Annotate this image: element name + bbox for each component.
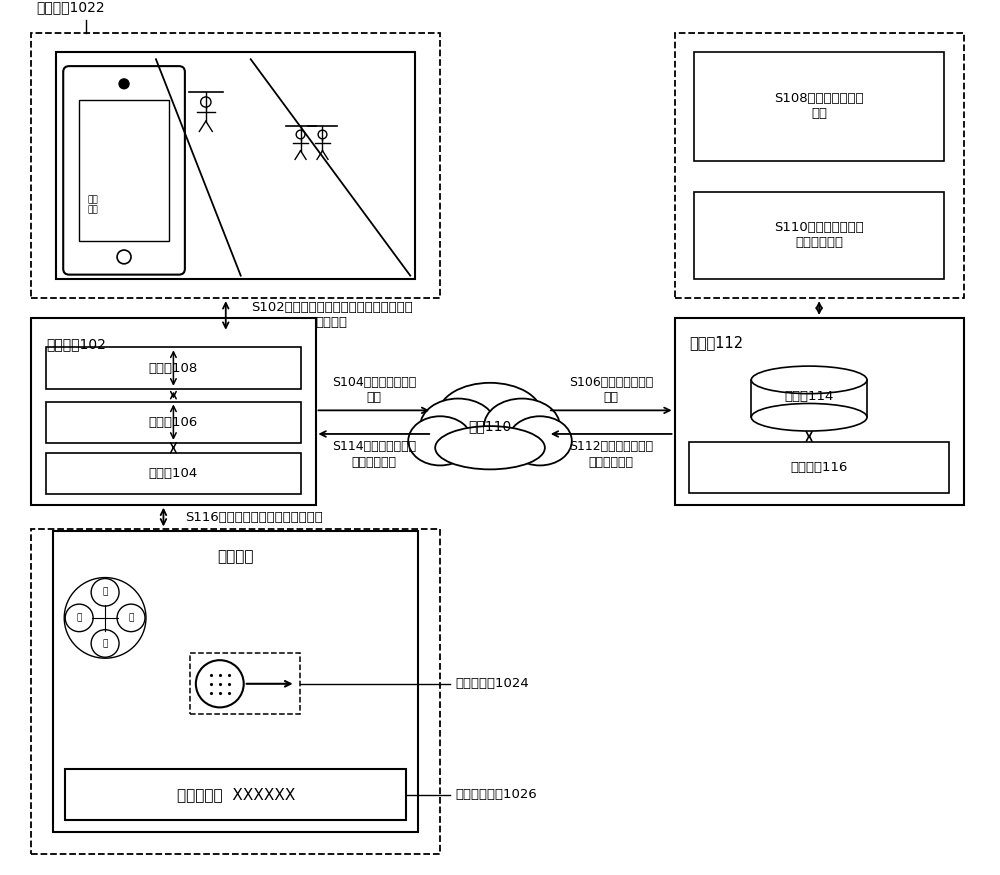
- Text: 当前位于：  XXXXXX: 当前位于： XXXXXX: [177, 788, 295, 802]
- Text: 服务器112: 服务器112: [689, 336, 744, 351]
- Ellipse shape: [508, 416, 572, 466]
- Bar: [56, 52, 415, 278]
- Text: 网络110: 网络110: [468, 419, 512, 433]
- Text: 南: 南: [102, 639, 108, 648]
- Text: 东: 东: [128, 613, 134, 622]
- Text: 存储器104: 存储器104: [149, 466, 198, 480]
- Ellipse shape: [435, 426, 545, 469]
- Ellipse shape: [751, 403, 867, 431]
- Bar: [694, 52, 944, 160]
- Bar: [190, 654, 300, 714]
- Bar: [675, 32, 964, 298]
- Text: S112，发送校正后的: S112，发送校正后的: [569, 440, 653, 453]
- Ellipse shape: [751, 366, 867, 394]
- Ellipse shape: [408, 416, 472, 466]
- Bar: [46, 452, 301, 494]
- Ellipse shape: [420, 398, 496, 453]
- Text: S104，发送定位参考: S104，发送定位参考: [332, 375, 416, 388]
- Bar: [689, 442, 949, 493]
- Text: 处理器106: 处理器106: [149, 416, 198, 429]
- Ellipse shape: [484, 398, 560, 453]
- Text: S102，在触发目标定位请求后，获取定位
参考信息: S102，在触发目标定位请求后，获取定位 参考信息: [251, 301, 412, 329]
- Text: 目标位置信息1026: 目标位置信息1026: [455, 788, 537, 802]
- Text: 数据库114: 数据库114: [784, 390, 834, 403]
- FancyBboxPatch shape: [63, 66, 185, 275]
- Text: 用户设备102: 用户设备102: [46, 338, 106, 352]
- Text: 处理引擎116: 处理引擎116: [790, 461, 848, 474]
- Bar: [46, 347, 301, 388]
- Text: S108，生成概略位置
信息: S108，生成概略位置 信息: [774, 93, 864, 121]
- Bar: [65, 769, 406, 821]
- Bar: [31, 529, 440, 854]
- Bar: [46, 402, 301, 443]
- Bar: [751, 380, 867, 417]
- Ellipse shape: [438, 383, 542, 445]
- Text: 信息: 信息: [366, 391, 381, 404]
- Text: 概略位置信息: 概略位置信息: [351, 456, 396, 469]
- Text: 西: 西: [76, 613, 82, 622]
- Text: 目标终端1022: 目标终端1022: [36, 0, 105, 14]
- Bar: [31, 32, 440, 298]
- Text: 显示器108: 显示器108: [149, 361, 198, 374]
- Circle shape: [119, 79, 129, 88]
- Text: S114，发送校正后的: S114，发送校正后的: [332, 440, 416, 453]
- Text: 目标地图: 目标地图: [217, 549, 254, 564]
- Bar: [675, 318, 964, 505]
- Bar: [53, 531, 418, 832]
- Bar: [694, 192, 944, 278]
- Text: S110，获取校正后的
概略位置信息: S110，获取校正后的 概略位置信息: [774, 221, 864, 249]
- Bar: [31, 318, 316, 505]
- Text: S106，发送定位参考: S106，发送定位参考: [569, 375, 653, 388]
- Text: 请求
定位: 请求 定位: [87, 195, 98, 214]
- Text: 目标定位点1024: 目标定位点1024: [455, 677, 529, 690]
- Text: 信息: 信息: [604, 391, 619, 404]
- Text: 概略位置信息: 概略位置信息: [589, 456, 634, 469]
- Text: 北: 北: [102, 588, 108, 597]
- Bar: [79, 100, 169, 242]
- Text: S116，显示校正后的概略位置信息: S116，显示校正后的概略位置信息: [185, 511, 323, 523]
